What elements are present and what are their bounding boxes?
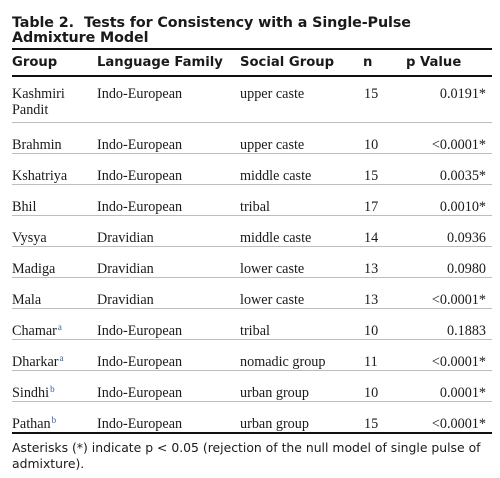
- cell-group: Vysya: [12, 215, 97, 247]
- table-row: Vysya Dravidian middle caste 14 0.0936: [12, 215, 492, 247]
- header-group: Group: [12, 50, 97, 77]
- footnote-marker: b: [50, 383, 55, 394]
- table-row: Kshatriya Indo-European middle caste 15 0.00…: [12, 153, 492, 185]
- cell-p-value: 0.0001*: [402, 370, 492, 402]
- table-caption: Table 2. Tests for Consistency with a Sin…: [12, 16, 492, 46]
- cell-language-family: Indo-European: [97, 370, 240, 402]
- table-row: Madiga Dravidian lower caste 13 0.0980: [12, 246, 492, 278]
- cell-social-group: urban group: [240, 370, 363, 402]
- cell-language-family: Dravidian: [97, 215, 240, 247]
- table-title: Tests for Consistency with a Single-Puls…: [12, 15, 411, 46]
- cell-social-group: upper caste: [240, 122, 363, 154]
- footnote-marker: a: [59, 352, 64, 363]
- group-name: Pathan: [12, 415, 51, 432]
- cell-n: 13: [363, 277, 402, 309]
- cell-n: 13: [363, 246, 402, 278]
- cell-group: Dharkara: [12, 339, 97, 371]
- cell-language-family: Indo-European: [97, 76, 240, 123]
- cell-language-family: Dravidian: [97, 277, 240, 309]
- cell-group: Chamara: [12, 308, 97, 340]
- cell-social-group: nomadic group: [240, 339, 363, 371]
- cell-social-group: tribal: [240, 308, 363, 340]
- table-row: Brahmin Indo-European upper caste 10 <0.0001…: [12, 122, 492, 154]
- cell-social-group: middle caste: [240, 215, 363, 247]
- cell-p-value: 0.0936: [402, 215, 492, 247]
- table-row: Sindhib Indo-European urban group 10 0.0001*: [12, 370, 492, 402]
- table-body: Kashmiri Pandit Indo-European upper caste 1…: [12, 76, 492, 434]
- cell-p-value: 0.0035*: [402, 153, 492, 185]
- header-p-value: p Value: [402, 50, 492, 77]
- cell-language-family: Indo-European: [97, 401, 240, 434]
- group-name: Brahmin: [12, 136, 62, 153]
- cell-group: Madiga: [12, 246, 97, 278]
- cell-n: 15: [363, 76, 402, 123]
- cell-group: Kshatriya: [12, 153, 97, 185]
- cell-p-value: <0.0001*: [402, 339, 492, 371]
- footnote-marker: b: [51, 414, 57, 425]
- cell-group: Sindhib: [12, 370, 97, 402]
- table-figure: Table 2. Tests for Consistency with a Sin…: [12, 16, 492, 472]
- group-name: Chamar: [12, 322, 57, 339]
- table-number: Table 2.: [12, 15, 74, 31]
- cell-language-family: Indo-European: [97, 339, 240, 371]
- cell-social-group: tribal: [240, 184, 363, 216]
- table-row: Dharkara Indo-European nomadic group 11 <0.0…: [12, 339, 492, 371]
- table-footnote: Asterisks (*) indicate p < 0.05 (rejecti…: [12, 439, 481, 471]
- group-name: Kshatriya: [12, 167, 68, 184]
- header-language-family: Language Family: [97, 50, 240, 77]
- cell-social-group: lower caste: [240, 246, 363, 278]
- cell-language-family: Indo-European: [97, 122, 240, 154]
- group-name: Mala: [12, 291, 42, 308]
- cell-n: 14: [363, 215, 402, 247]
- header-social-group: Social Group: [240, 50, 363, 77]
- cell-social-group: middle caste: [240, 153, 363, 185]
- group-name: Kashmiri Pandit: [12, 86, 65, 118]
- cell-group: Bhil: [12, 184, 97, 216]
- table-row: Kashmiri Pandit Indo-European upper caste 1…: [12, 76, 492, 123]
- cell-language-family: Indo-European: [97, 308, 240, 340]
- cell-p-value: 0.0010*: [402, 184, 492, 216]
- table-row: Bhil Indo-European tribal 17 0.0010*: [12, 184, 492, 216]
- cell-social-group: upper caste: [240, 76, 363, 123]
- cell-n: 17: [363, 184, 402, 216]
- cell-group: Kashmiri Pandit: [12, 76, 97, 123]
- cell-p-value: 0.0191*: [402, 76, 492, 123]
- footnote-marker: a: [57, 321, 62, 332]
- cell-social-group: urban group: [240, 401, 363, 434]
- table-row: Mala Dravidian lower caste 13 <0.0001*: [12, 277, 492, 309]
- table-row: Chamara Indo-European tribal 10 0.1883: [12, 308, 492, 340]
- data-table: Group Language Family Social Group n p V…: [12, 50, 492, 434]
- cell-language-family: Indo-European: [97, 153, 240, 185]
- cell-n: 11: [363, 339, 402, 371]
- cell-social-group: lower caste: [240, 277, 363, 309]
- group-name: Dharkar: [12, 353, 59, 370]
- cell-n: 10: [363, 308, 402, 340]
- header-row: Group Language Family Social Group n p V…: [12, 50, 492, 77]
- cell-n: 10: [363, 370, 402, 402]
- cell-n: 15: [363, 153, 402, 185]
- cell-p-value: 0.1883: [402, 308, 492, 340]
- cell-p-value: <0.0001*: [402, 277, 492, 309]
- header-n: n: [363, 50, 402, 77]
- table-row: Pathanb Indo-European urban group 15 <0.0001…: [12, 401, 492, 434]
- cell-n: 15: [363, 401, 402, 434]
- cell-language-family: Dravidian: [97, 246, 240, 278]
- group-name: Madiga: [12, 260, 56, 277]
- group-name: Bhil: [12, 198, 37, 215]
- cell-group: Pathanb: [12, 401, 97, 434]
- cell-n: 10: [363, 122, 402, 154]
- group-name: Sindhi: [12, 384, 50, 401]
- top-rule: [12, 48, 492, 50]
- cell-p-value: <0.0001*: [402, 401, 492, 434]
- cell-p-value: <0.0001*: [402, 122, 492, 154]
- cell-group: Mala: [12, 277, 97, 309]
- group-name: Vysya: [12, 229, 47, 246]
- cell-group: Brahmin: [12, 122, 97, 154]
- cell-p-value: 0.0980: [402, 246, 492, 278]
- cell-language-family: Indo-European: [97, 184, 240, 216]
